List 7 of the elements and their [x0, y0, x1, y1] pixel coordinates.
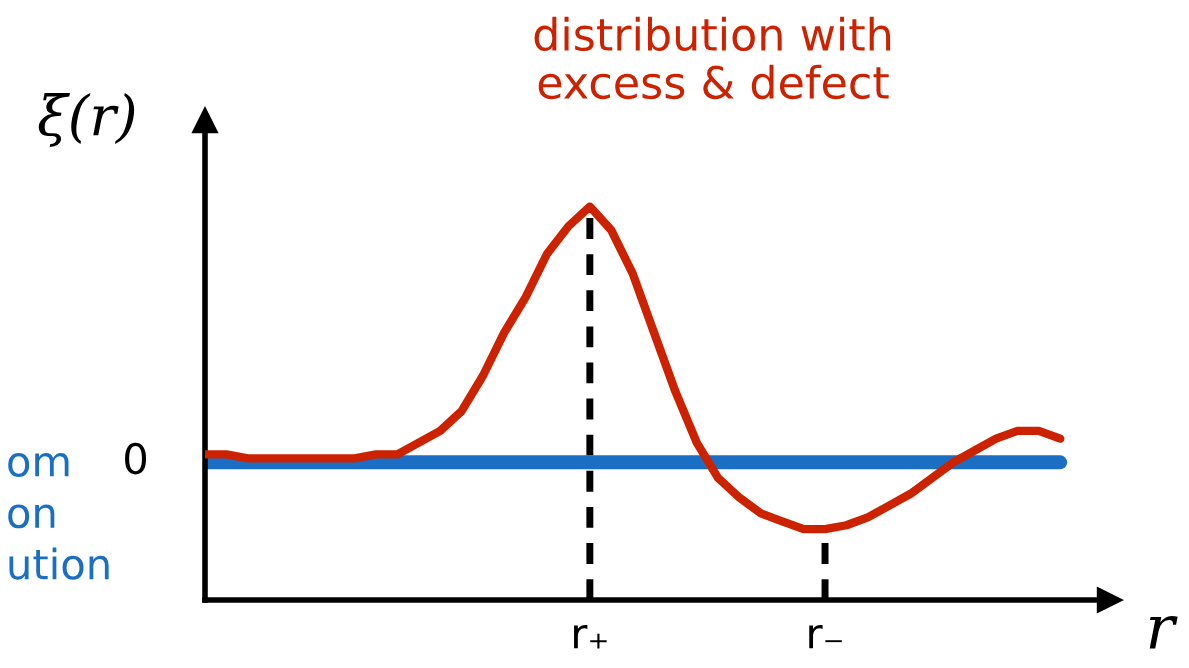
text: distribution with excess & defect [534, 16, 891, 100]
text: 0 [125, 442, 147, 475]
x-axis-title: r [1149, 616, 1178, 649]
text: om on ution [8, 453, 109, 580]
x-tick-label: r₋ [809, 624, 842, 649]
y-axis-title: ξ(r) [38, 93, 135, 147]
x-tick-label: r₊ [574, 624, 607, 649]
